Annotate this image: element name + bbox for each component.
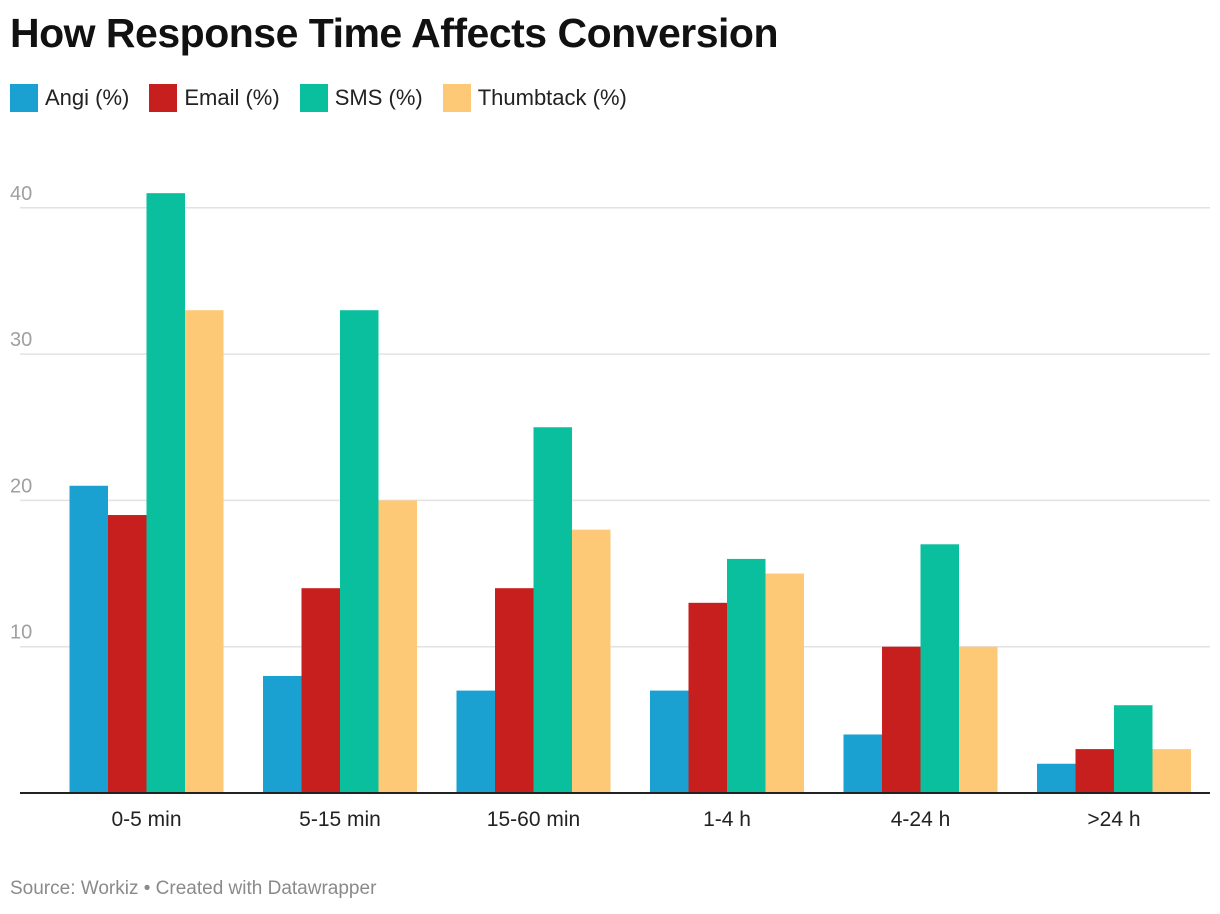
bar-sms-2 [533,427,572,793]
bar-angi-4 [843,734,882,793]
bar-angi-3 [650,690,689,793]
source-footer: Source: Workiz • Created with Datawrappe… [10,878,377,899]
legend-item-email: Email (%) [149,84,280,112]
x-category-label: 4-24 h [891,808,951,831]
legend-label-email: Email (%) [184,85,280,110]
chart-title: How Response Time Affects Conversion [10,10,779,56]
bar-email-3 [688,602,727,793]
legend-item-angi: Angi (%) [10,84,129,112]
bar-thumbtack-2 [572,529,611,793]
bar-email-2 [495,588,534,793]
x-category-label: 0-5 min [111,808,181,831]
bar-sms-0 [146,193,185,794]
y-tick-label-10: 10 [10,622,32,644]
legend-item-sms: SMS (%) [299,84,423,112]
bar-thumbtack-1 [378,500,417,793]
bar-thumbtack-5 [1152,749,1191,793]
legend-swatch-angi [10,84,38,112]
bar-angi-0 [69,485,108,793]
legend-swatch-thumbtack [442,84,471,112]
bar-email-1 [301,588,340,793]
bar-email-5 [1075,749,1114,793]
bar-thumbtack-0 [185,310,224,793]
legend-label-sms: SMS (%) [334,85,423,110]
bar-sms-4 [920,544,959,793]
bar-thumbtack-3 [765,573,804,793]
legend: Angi (%) Email (%) SMS (%) Thumbtack (%) [10,84,647,112]
bar-angi-5 [1037,763,1076,793]
bar-angi-2 [456,690,495,793]
x-category-label: 5-15 min [299,808,381,831]
bar-sms-1 [340,310,379,793]
y-tick-label-40: 40 [10,183,32,205]
legend-item-thumbtack: Thumbtack (%) [442,84,627,112]
legend-swatch-sms [299,84,328,112]
bar-angi-1 [263,675,302,793]
legend-swatch-email [149,84,178,112]
legend-label-angi: Angi (%) [45,85,130,110]
bar-thumbtack-4 [959,646,998,793]
x-category-label: 15-60 min [487,808,580,831]
bar-sms-3 [727,558,766,793]
x-category-label: 1-4 h [703,808,751,831]
y-tick-label-30: 30 [10,329,32,351]
bar-sms-5 [1114,705,1153,793]
x-category-label: >24 h [1087,808,1140,831]
legend-label-thumbtack: Thumbtack (%) [477,85,627,110]
y-tick-label-20: 20 [10,475,32,497]
bar-email-4 [882,646,921,793]
bar-email-0 [108,515,147,793]
